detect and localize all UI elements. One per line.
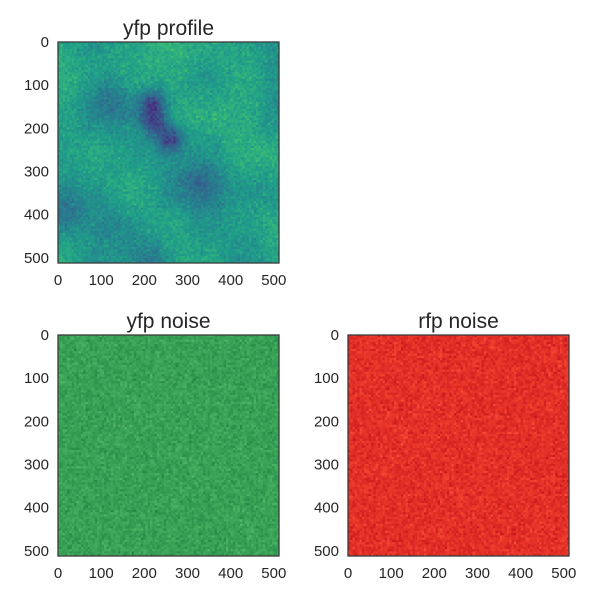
- rfp-noise-panel: rfp noise 0 100 200 300 400 500 0 100 200 300 400 50…: [314, 310, 576, 582]
- yfp-profile-x-tick-label: 300: [175, 272, 200, 289]
- rfp-noise-title: rfp noise: [418, 310, 499, 333]
- rfp-noise-x-tick-label: 100: [379, 565, 404, 582]
- yfp-profile-y-tick-label: 500: [24, 250, 49, 267]
- yfp-noise-heatmap: [58, 335, 279, 556]
- yfp-noise-y-tick-label: 500: [24, 543, 49, 560]
- yfp-noise-y-tick-label: 0: [41, 327, 49, 344]
- yfp-noise-title: yfp noise: [126, 310, 210, 333]
- yfp-profile-y-tick-label: 300: [24, 164, 49, 181]
- yfp-noise-y-tick-label: 200: [24, 413, 49, 430]
- yfp-noise-panel: yfp noise 0 100 200 300 400 500 0 100 200 300 400 50…: [24, 310, 286, 582]
- rfp-noise-y-tick-label: 0: [331, 327, 339, 344]
- rfp-noise-y-tick-label: 500: [314, 543, 339, 560]
- yfp-noise-x-tick-label: 400: [218, 565, 243, 582]
- yfp-profile-y-tick-label: 0: [41, 34, 49, 51]
- yfp-profile-x-tick-label: 200: [132, 272, 157, 289]
- yfp-noise-y-tick-label: 300: [24, 457, 49, 474]
- rfp-noise-x-tick-label: 200: [422, 565, 447, 582]
- yfp-noise-x-tick-label: 100: [89, 565, 114, 582]
- yfp-noise-x-tick-label: 500: [261, 565, 286, 582]
- yfp-noise-x-tick-label: 200: [132, 565, 157, 582]
- yfp-noise-x-tick-label: 0: [54, 565, 62, 582]
- yfp-profile-title: yfp profile: [123, 17, 214, 40]
- rfp-noise-x-tick-label: 300: [465, 565, 490, 582]
- yfp-profile-y-tick-label: 100: [24, 77, 49, 94]
- rfp-noise-x-tick-label: 0: [344, 565, 352, 582]
- rfp-noise-x-tick-label: 400: [508, 565, 533, 582]
- rfp-noise-x-tick-label: 500: [551, 565, 576, 582]
- yfp-profile-heatmap: [58, 42, 279, 263]
- yfp-profile-panel: yfp profile 0 100 200 300 400 500 0 100 200 300 400…: [24, 17, 286, 289]
- yfp-noise-y-tick-label: 400: [24, 500, 49, 517]
- rfp-noise-heatmap: [348, 335, 569, 556]
- rfp-noise-y-tick-label: 200: [314, 413, 339, 430]
- rfp-noise-y-tick-label: 100: [314, 370, 339, 387]
- yfp-profile-x-tick-label: 400: [218, 272, 243, 289]
- yfp-noise-y-tick-label: 100: [24, 370, 49, 387]
- yfp-profile-y-tick-label: 400: [24, 207, 49, 224]
- yfp-profile-x-tick-label: 100: [89, 272, 114, 289]
- yfp-profile-x-tick-label: 0: [54, 272, 62, 289]
- yfp-profile-y-tick-label: 200: [24, 120, 49, 137]
- rfp-noise-y-tick-label: 400: [314, 500, 339, 517]
- yfp-profile-x-tick-label: 500: [261, 272, 286, 289]
- yfp-noise-x-tick-label: 300: [175, 565, 200, 582]
- rfp-noise-y-tick-label: 300: [314, 457, 339, 474]
